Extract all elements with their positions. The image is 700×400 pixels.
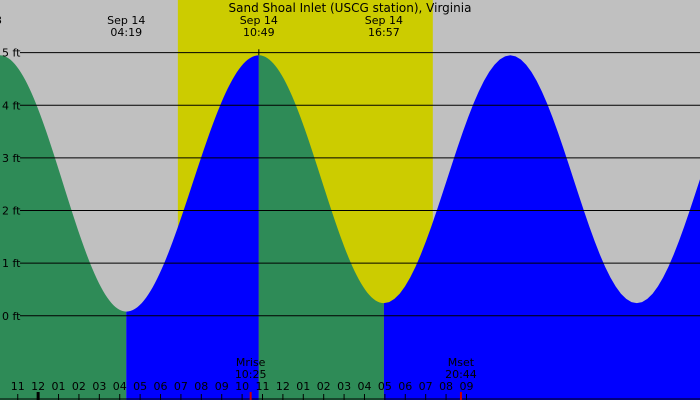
x-tick-label: 03 — [337, 380, 351, 393]
event-date-label: Sep 14 — [240, 14, 278, 27]
x-axis: 11 12 01 02 03 04 05 06 07 08 09 10 11 12 01 02 03 04 05 06… — [0, 380, 700, 400]
moon-event-label: Mrise — [236, 356, 266, 369]
x-tick-label: 04 — [357, 380, 371, 393]
x-tick-label: 03 — [92, 380, 106, 393]
y-tick-label: 1 ft — [2, 257, 21, 270]
x-tick-label: 10 — [235, 380, 249, 393]
chart-title: Sand Shoal Inlet (USCG station), Virgini… — [229, 1, 472, 15]
x-tick-label: 05 — [378, 380, 392, 393]
x-tick-label: 07 — [419, 380, 433, 393]
event-time-label: 16:57 — [368, 26, 400, 39]
x-tick-label: 05 — [133, 380, 147, 393]
x-tick-label: 09 — [215, 380, 229, 393]
y-tick-label: 5 ft — [2, 47, 21, 60]
tide-falling-area — [258, 55, 384, 400]
x-tick-label: 09 — [459, 380, 473, 393]
x-tick-label: 04 — [113, 380, 127, 393]
x-tick-label: 01 — [296, 380, 310, 393]
x-tick-label: 08 — [439, 380, 453, 393]
x-tick-label: 12 — [31, 380, 45, 393]
x-tick-label: 11 — [256, 380, 270, 393]
x-tick-label: 08 — [194, 380, 208, 393]
event-time-label: 10:49 — [243, 26, 275, 39]
tide-rising-area — [383, 55, 700, 400]
tide-falling-area — [0, 55, 127, 400]
tide-rising-area — [126, 55, 259, 400]
y-tick-label: 0 ft — [2, 310, 21, 323]
x-tick-label: 06 — [154, 380, 168, 393]
y-tick-label: 3 ft — [2, 152, 21, 165]
tide-areas — [0, 49, 700, 400]
moon-event-time: 20:44 — [445, 368, 477, 381]
y-tick-labels: 0 ft 1 ft 2 ft 3 ft 4 ft 5 ft — [2, 47, 21, 323]
y-tick-label: 2 ft — [2, 205, 21, 218]
moon-event-time: 10:25 — [235, 368, 267, 381]
event-time-label: 04:19 — [110, 26, 142, 39]
x-tick-label: 07 — [174, 380, 188, 393]
x-tick-label: 02 — [317, 380, 331, 393]
y-tick-label: 4 ft — [2, 99, 21, 112]
x-tick-label: 06 — [398, 380, 412, 393]
y-gridlines — [20, 52, 700, 317]
x-tick-label: 12 — [276, 380, 290, 393]
left-edge-fragment: 3 — [0, 14, 2, 27]
moon-event-label: Mset — [448, 356, 475, 369]
event-date-label: Sep 14 — [107, 14, 145, 27]
x-tick-label: 02 — [72, 380, 86, 393]
event-date-label: Sep 14 — [365, 14, 403, 27]
x-tick-label: 01 — [52, 380, 66, 393]
x-tick-label: 11 — [11, 380, 25, 393]
